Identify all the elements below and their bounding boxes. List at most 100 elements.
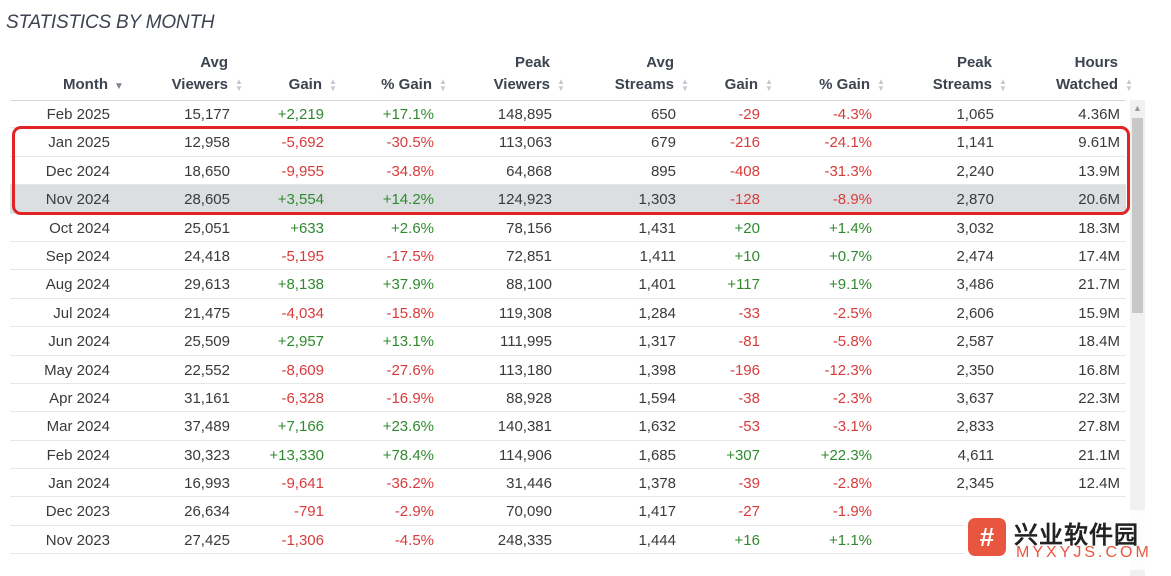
header-gain[interactable]: Gain ▲ ▼ bbox=[229, 50, 339, 96]
sort-icon[interactable]: ▲ ▼ bbox=[439, 77, 447, 93]
cell-pct-gain: +2.6% bbox=[391, 219, 434, 237]
header-avg-viewers[interactable]: Avg Viewers ▲ ▼ bbox=[125, 50, 245, 96]
cell-peak-viewers: 114,906 bbox=[498, 446, 552, 464]
cell-avg-viewers: 29,613 bbox=[184, 276, 230, 294]
table-row[interactable]: Jan 2025 12,958 -5,692 -30.5% 113,063 679 -216… bbox=[10, 128, 1126, 157]
header-stream-gain[interactable]: Gain ▲ ▼ bbox=[675, 50, 775, 96]
cell-stream-pct-gain: -2.8% bbox=[832, 475, 872, 493]
cell-stream-pct-gain: +1.1% bbox=[829, 531, 872, 549]
cell-gain: -4,034 bbox=[281, 304, 324, 322]
scroll-thumb[interactable] bbox=[1132, 118, 1143, 313]
cell-gain: +2,219 bbox=[277, 106, 324, 123]
header-stream-pct-gain[interactable]: % Gain ▲ ▼ bbox=[767, 50, 887, 96]
cell-stream-gain: -27 bbox=[738, 503, 760, 521]
header-hours-watched[interactable]: Hours Watched ▲ ▼ bbox=[1005, 50, 1135, 96]
cell-avg-viewers: 25,509 bbox=[184, 333, 230, 351]
cell-avg-streams: 650 bbox=[650, 106, 676, 123]
table-row[interactable]: Dec 2023 26,634 -791 -2.9% 70,090 1,417 -27 -1.… bbox=[10, 497, 1126, 526]
cell-stream-gain: -39 bbox=[738, 475, 760, 493]
cell-hours-watched: 13.9M bbox=[1078, 162, 1120, 180]
cell-peak-viewers: 113,063 bbox=[498, 134, 552, 152]
sort-icon[interactable]: ▲ ▼ bbox=[557, 77, 565, 93]
header-pct-gain[interactable]: % Gain ▲ ▼ bbox=[329, 50, 449, 96]
sort-desc-icon[interactable]: ▼ bbox=[114, 81, 124, 92]
header-avg-streams[interactable]: Avg Streams ▲ ▼ bbox=[561, 50, 691, 96]
table-row[interactable]: Apr 2024 31,161 -6,328 -16.9% 88,928 1,594 -38… bbox=[10, 384, 1126, 413]
cell-avg-viewers: 12,958 bbox=[184, 134, 230, 152]
cell-avg-streams: 1,378 bbox=[638, 475, 676, 493]
table-row[interactable]: Aug 2024 29,613 +8,138 +37.9% 88,100 1,401 +11… bbox=[10, 270, 1126, 299]
cell-peak-streams: 2,606 bbox=[956, 304, 994, 322]
cell-gain: -5,692 bbox=[281, 134, 324, 152]
header-peak-viewers[interactable]: Peak Viewers ▲ ▼ bbox=[437, 50, 567, 96]
cell-stream-pct-gain: -2.5% bbox=[832, 304, 872, 322]
sort-icon[interactable]: ▲ ▼ bbox=[329, 77, 337, 93]
cell-pct-gain: -15.8% bbox=[386, 304, 434, 322]
cell-month: Dec 2024 bbox=[45, 162, 110, 180]
sort-icon[interactable]: ▲ ▼ bbox=[235, 77, 243, 93]
cell-stream-gain: -33 bbox=[738, 304, 760, 322]
cell-avg-viewers: 37,489 bbox=[184, 418, 230, 436]
cell-peak-streams: 1,065 bbox=[956, 106, 994, 123]
cell-peak-viewers: 31,446 bbox=[506, 475, 552, 493]
watermark-logo-icon: # bbox=[968, 518, 1006, 556]
cell-stream-gain: -216 bbox=[729, 134, 760, 152]
cell-hours-watched: 15.9M bbox=[1078, 304, 1120, 322]
table-row[interactable]: Dec 2024 18,650 -9,955 -34.8% 64,868 895 -408 -… bbox=[10, 157, 1126, 186]
header-label-line2: % Gain bbox=[381, 76, 432, 93]
cell-gain: +633 bbox=[290, 219, 324, 237]
header-label-line2: % Gain bbox=[819, 76, 870, 93]
cell-peak-streams: 2,350 bbox=[956, 361, 994, 379]
cell-peak-streams: 4,611 bbox=[957, 446, 994, 464]
cell-stream-gain: -38 bbox=[738, 389, 760, 407]
cell-stream-pct-gain: +1.4% bbox=[829, 219, 872, 237]
vertical-scrollbar[interactable]: ▲ bbox=[1130, 100, 1145, 576]
cell-gain: -1,306 bbox=[281, 531, 324, 549]
table-row[interactable]: Feb 2025 15,177 +2,219 +17.1% 148,895 650 -29 -… bbox=[10, 100, 1126, 129]
table-row[interactable]: May 2024 22,552 -8,609 -27.6% 113,180 1,398 -1… bbox=[10, 356, 1126, 384]
header-peak-streams[interactable]: Peak Streams ▲ ▼ bbox=[879, 50, 1009, 96]
header-label-line1: Avg bbox=[646, 54, 674, 71]
header-label-line2: Viewers bbox=[171, 76, 228, 93]
watermark: # 兴业软件园 MYXYJS.COM bbox=[964, 510, 1164, 570]
cell-gain: +13,330 bbox=[269, 446, 324, 464]
cell-stream-gain: +10 bbox=[734, 247, 760, 265]
cell-month: Apr 2024 bbox=[49, 389, 110, 407]
table-row[interactable]: Sep 2024 24,418 -5,195 -17.5% 72,851 1,411 +10… bbox=[10, 242, 1126, 271]
header-label-line2: Gain bbox=[288, 76, 322, 93]
header-month[interactable]: Month ▼ bbox=[5, 50, 125, 96]
cell-pct-gain: +13.1% bbox=[382, 333, 434, 351]
sort-icon[interactable]: ▲ ▼ bbox=[877, 77, 885, 93]
cell-peak-viewers: 124,923 bbox=[497, 191, 552, 209]
cell-pct-gain: -16.9% bbox=[386, 389, 434, 407]
table-row[interactable]: Mar 2024 37,489 +7,166 +23.6% 140,381 1,632 -5… bbox=[10, 412, 1126, 441]
sort-icon[interactable]: ▲ ▼ bbox=[681, 77, 689, 93]
cell-peak-viewers: 148,895 bbox=[497, 106, 552, 123]
cell-peak-streams: 2,240 bbox=[956, 162, 994, 180]
sort-icon[interactable]: ▲ ▼ bbox=[999, 77, 1007, 93]
sort-icon[interactable]: ▲ ▼ bbox=[765, 77, 773, 93]
cell-gain: -9,955 bbox=[281, 162, 324, 180]
cell-avg-viewers: 28,605 bbox=[184, 191, 230, 209]
cell-avg-viewers: 27,425 bbox=[184, 531, 230, 549]
header-label-line1: Peak bbox=[956, 54, 992, 71]
cell-stream-pct-gain: -5.8% bbox=[832, 333, 872, 351]
cell-hours-watched: 27.8M bbox=[1078, 418, 1120, 436]
cell-gain: -8,609 bbox=[281, 361, 324, 379]
table-row[interactable]: Jun 2024 25,509 +2,957 +13.1% 111,995 1,317 -8… bbox=[10, 327, 1126, 356]
sort-icon[interactable]: ▲ ▼ bbox=[1125, 77, 1133, 93]
cell-avg-streams: 1,417 bbox=[638, 503, 676, 521]
cell-avg-streams: 1,444 bbox=[638, 531, 676, 549]
table-row[interactable]: Jan 2024 16,993 -9,641 -36.2% 31,446 1,378 -39… bbox=[10, 469, 1126, 498]
cell-peak-viewers: 72,851 bbox=[506, 247, 552, 265]
table-row[interactable]: Feb 2024 30,323 +13,330 +78.4% 114,906 1,685 +… bbox=[10, 441, 1126, 470]
cell-gain: -5,195 bbox=[281, 247, 324, 265]
cell-month: Jan 2024 bbox=[48, 475, 110, 493]
cell-avg-streams: 1,401 bbox=[638, 276, 676, 294]
table-row[interactable]: Oct 2024 25,051 +633 +2.6% 78,156 1,431 +20 +1.… bbox=[10, 214, 1126, 242]
scroll-up-arrow-icon[interactable]: ▲ bbox=[1133, 103, 1142, 113]
table-row[interactable]: Nov 2023 27,425 -1,306 -4.5% 248,335 1,444 +16… bbox=[10, 526, 1126, 555]
table-row[interactable]: Jul 2024 21,475 -4,034 -15.8% 119,308 1,284 -3… bbox=[10, 299, 1126, 328]
table-row[interactable]: Nov 2024 28,605 +3,554 +14.2% 124,923 1,303 -1… bbox=[10, 185, 1126, 214]
cell-stream-gain: +307 bbox=[726, 446, 760, 464]
